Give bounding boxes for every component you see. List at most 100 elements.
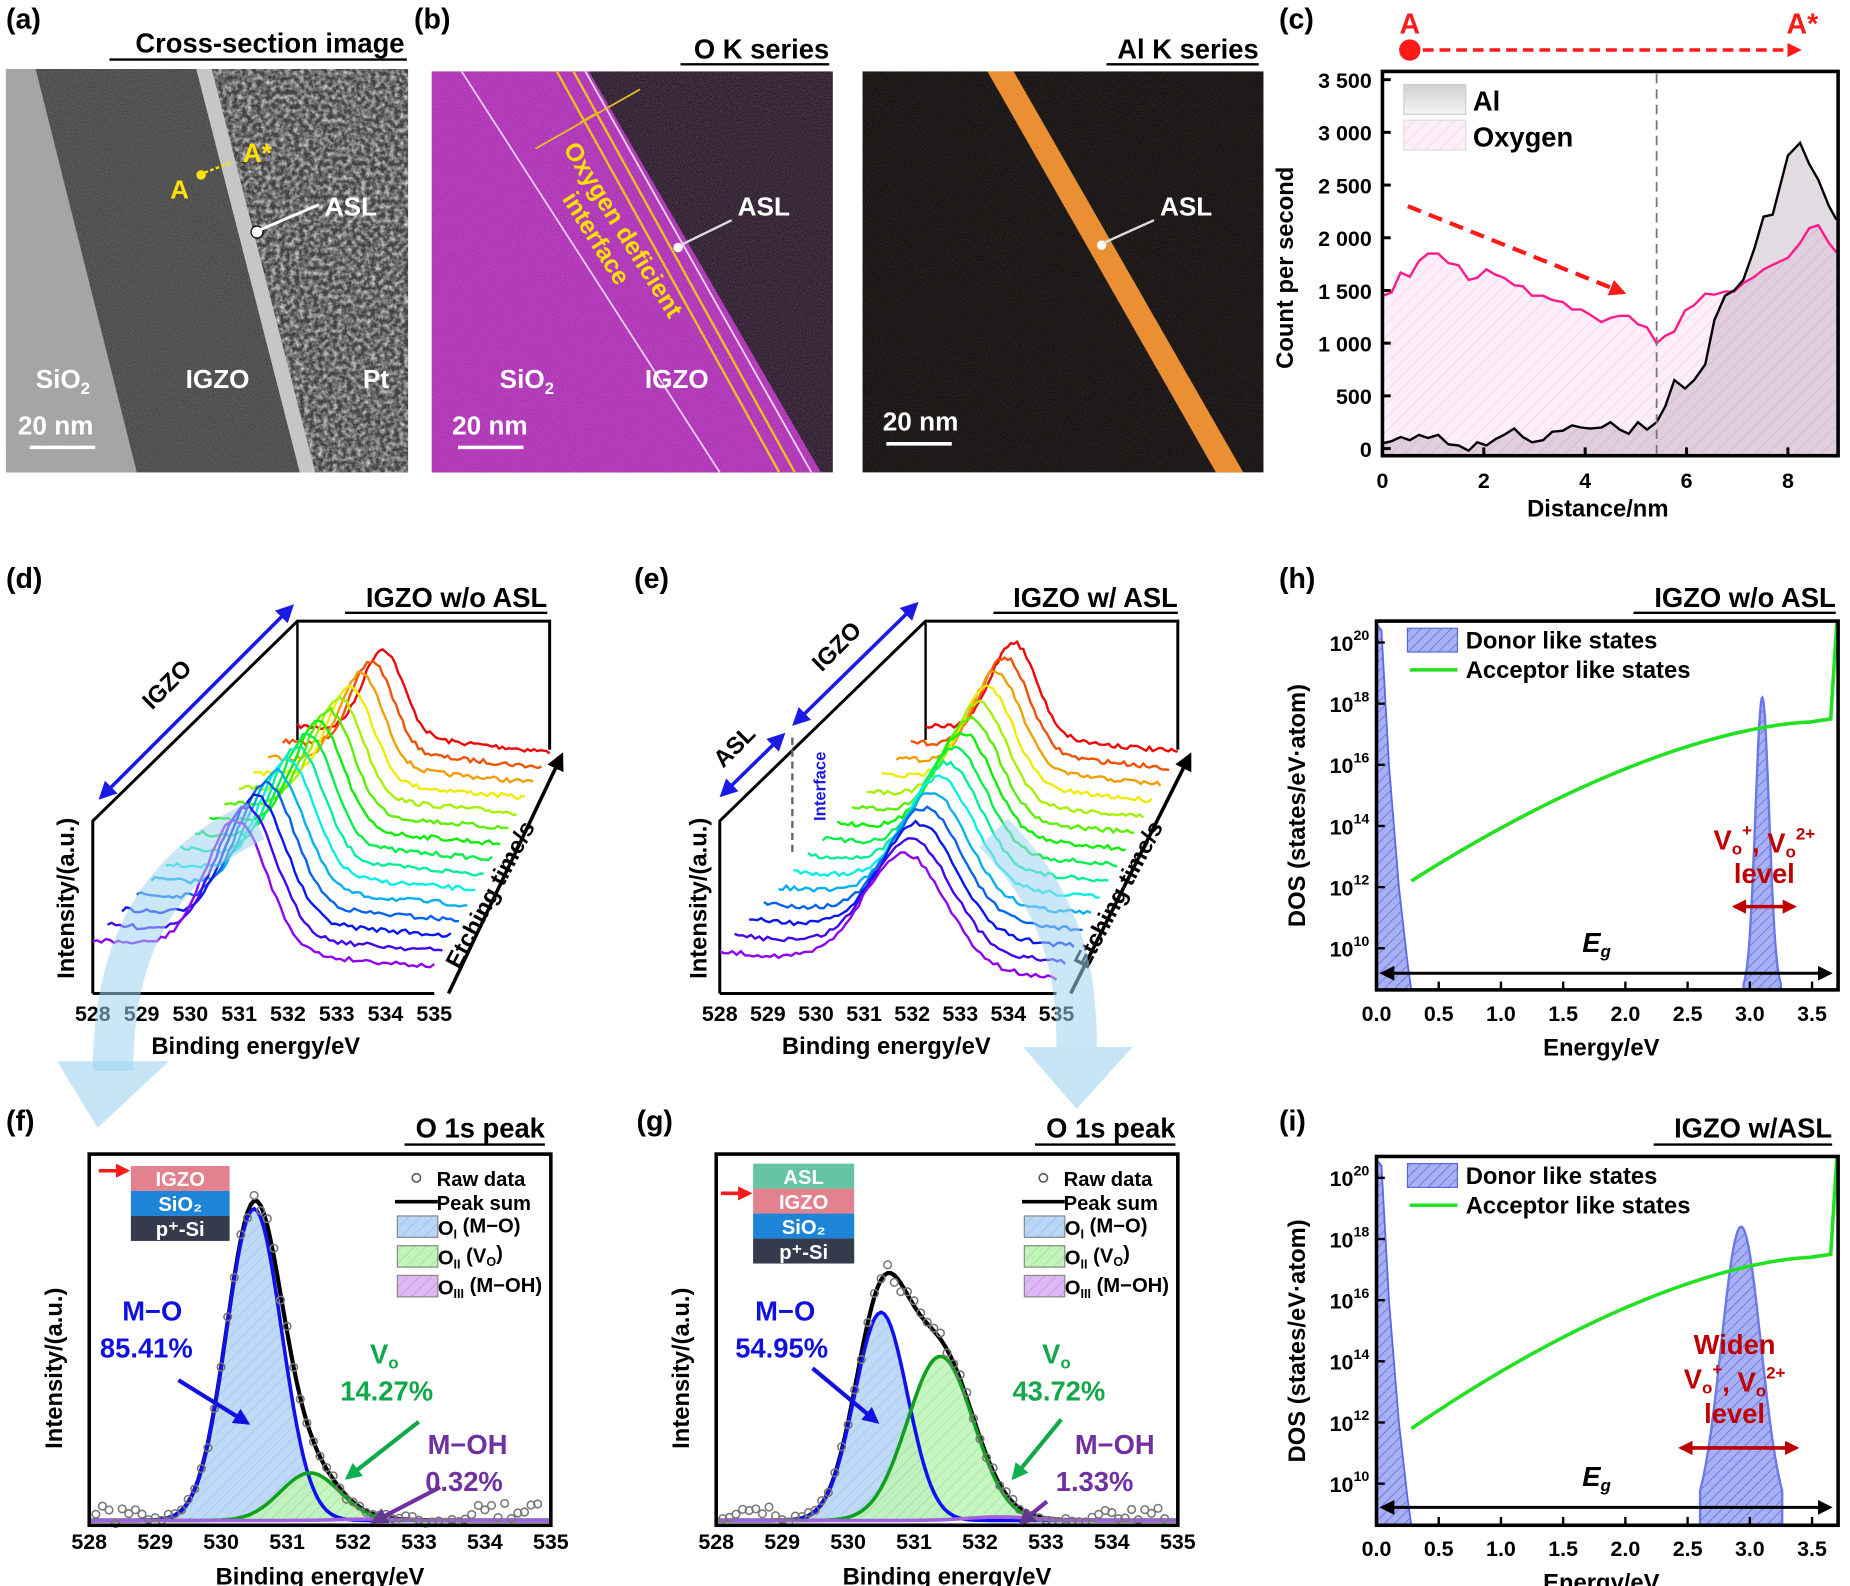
- y-tick-label: 2 000: [1318, 227, 1372, 251]
- x-tick-label: 2: [1478, 469, 1490, 493]
- legend-swatch-raw: [411, 1172, 422, 1183]
- raw-data-point: [236, 1229, 246, 1240]
- raw-data-point: [968, 1414, 978, 1424]
- layer-label-igzo: IGZO: [807, 617, 867, 677]
- raw-data-point: [242, 1213, 253, 1223]
- text-run: O: [438, 1248, 454, 1270]
- aluminum-map-image: [862, 71, 1264, 473]
- raw-data-point: [995, 1480, 1005, 1491]
- raw-data-point: [467, 1509, 477, 1520]
- y-tick-label: 1012: [1330, 1408, 1370, 1436]
- x-tick-label: 535: [533, 1530, 569, 1554]
- raw-data-point: [249, 1190, 259, 1200]
- raw-data-point: [876, 1274, 886, 1284]
- x-tick-label: 528: [702, 1002, 738, 1026]
- panel-e: (e) IGZO w/ ASL 528 529 530 531 532 533 534 535…: [634, 563, 1192, 1060]
- oxygen-map-image: [431, 70, 833, 473]
- spectrum-line: [150, 767, 468, 908]
- raw-data-point: [1107, 1508, 1117, 1518]
- waterfall-e: 528 529 530 531 532 533 534 535: [702, 619, 1192, 1026]
- raw-data-point: [731, 1509, 741, 1519]
- spectrum-line: [719, 851, 1058, 981]
- tick-base: 10: [1330, 1412, 1354, 1436]
- raw-data-point: [500, 1498, 510, 1508]
- raw-data-point: [1113, 1514, 1124, 1524]
- x-tick-label: 1.5: [1548, 1537, 1578, 1561]
- stack-layer: [130, 1215, 230, 1241]
- y-axis-title: DOS (states/eV·atom): [1284, 684, 1311, 927]
- text-run: E: [1582, 927, 1601, 958]
- spectrum-line: [121, 793, 452, 938]
- asl-pointer: [679, 219, 733, 247]
- raw-data-point: [519, 1507, 530, 1517]
- text-run: M−OH: [428, 1429, 508, 1460]
- raw-data-point: [526, 1500, 536, 1510]
- raw-data-point: [916, 1308, 926, 1318]
- x-tick-label: 2.0: [1610, 1537, 1640, 1561]
- x-tick-label: 530: [798, 1002, 834, 1026]
- asl-pointer: [1103, 219, 1155, 244]
- x-tick-label: 535: [416, 1002, 452, 1026]
- text-run: (M−OH): [464, 1275, 542, 1297]
- text-run: (M−O): [457, 1216, 520, 1238]
- panel-d: (d) IGZO w/o ASL 528 529 530 531 532 533 534 53…: [6, 563, 564, 1060]
- annotation-arrow: [344, 1420, 421, 1480]
- o-map-title: O K series: [694, 33, 829, 64]
- legend-label: OI​ (M−O): [438, 1216, 521, 1242]
- acceptor-states-line: [1410, 620, 1839, 883]
- raw-data-point: [480, 1505, 490, 1515]
- panel-h: (h) IGZO w/o ASL 0.0 0.5 1.0 1.5 2.0 2.5 3.0 3.…: [1279, 563, 1840, 1061]
- dos-plot-h: 0.0 0.5 1.0 1.5 2.0 2.5 3.0 3.51010101210141016…: [1284, 619, 1840, 1061]
- raw-data-point: [922, 1317, 932, 1327]
- plot-frame: [1374, 1154, 1840, 1528]
- superscript: +: [1742, 821, 1752, 840]
- subscript: o: [1756, 1382, 1766, 1401]
- x-axis-title: Energy/eV: [1543, 1570, 1659, 1586]
- raw-data-point: [183, 1494, 193, 1504]
- x-tick-label: 0.5: [1424, 1002, 1454, 1026]
- raw-data-point: [269, 1243, 279, 1253]
- scale-label: 20 nm: [883, 407, 959, 437]
- scale-label: 20 nm: [452, 410, 528, 440]
- spectrum-line: [851, 715, 1135, 835]
- raw-data-point: [975, 1434, 985, 1444]
- annotation-name: M−OH: [428, 1429, 508, 1460]
- raw-data-point: [850, 1385, 860, 1395]
- legend-label: OI​ (M−O): [1065, 1216, 1148, 1242]
- plot-frame: [714, 1152, 1180, 1528]
- annotation-arrow: [370, 1485, 442, 1524]
- x-tick-label: 530: [830, 1530, 866, 1554]
- subscript: III: [454, 1287, 464, 1301]
- subscript: II: [454, 1257, 461, 1271]
- igzo-depth-arrow: [98, 604, 295, 800]
- raw-data-point: [830, 1468, 840, 1478]
- oxygen-area: [1382, 225, 1839, 456]
- legend-label-acceptor: Acceptor like states: [1466, 1193, 1691, 1220]
- raw-data-point: [223, 1312, 233, 1322]
- subscript: o: [1732, 840, 1742, 859]
- raw-data-point: [308, 1437, 319, 1447]
- x-tick-label: 6: [1681, 469, 1693, 493]
- line-end-label: A*: [1787, 8, 1820, 40]
- text-run: O: [438, 1277, 454, 1299]
- raw-data-point: [117, 1504, 127, 1514]
- x-axis-title: Energy/eV: [1543, 1034, 1659, 1061]
- panel-c: (c) A A* 0 2 4 6 8 0 500 1 000 1 500 2 000 2 500 3 …: [1272, 4, 1840, 522]
- raw-data-point: [988, 1463, 998, 1473]
- legend-label-acceptor: Acceptor like states: [1466, 657, 1691, 684]
- acceptor-states-line: [1410, 1156, 1839, 1431]
- y-tick-label: 1020: [1330, 1163, 1370, 1191]
- raw-data-point: [935, 1328, 945, 1338]
- raw-data-point: [843, 1420, 853, 1430]
- legend-label: OII​ (VO​): [1065, 1243, 1130, 1271]
- x-tick-label: 2.5: [1673, 1002, 1703, 1026]
- annotation-arrow: [811, 1366, 880, 1424]
- x-tick-label: 532: [270, 1002, 306, 1026]
- y-tick-label: 3 000: [1318, 122, 1372, 146]
- asl-depth-arrow: [719, 732, 786, 798]
- stack-layer: [753, 1188, 855, 1214]
- legend-label-oxygen: Oxygen: [1473, 121, 1573, 152]
- superscript: 2+: [1796, 824, 1815, 843]
- raw-data-point: [328, 1471, 338, 1481]
- tick-base: 10: [1330, 1473, 1354, 1497]
